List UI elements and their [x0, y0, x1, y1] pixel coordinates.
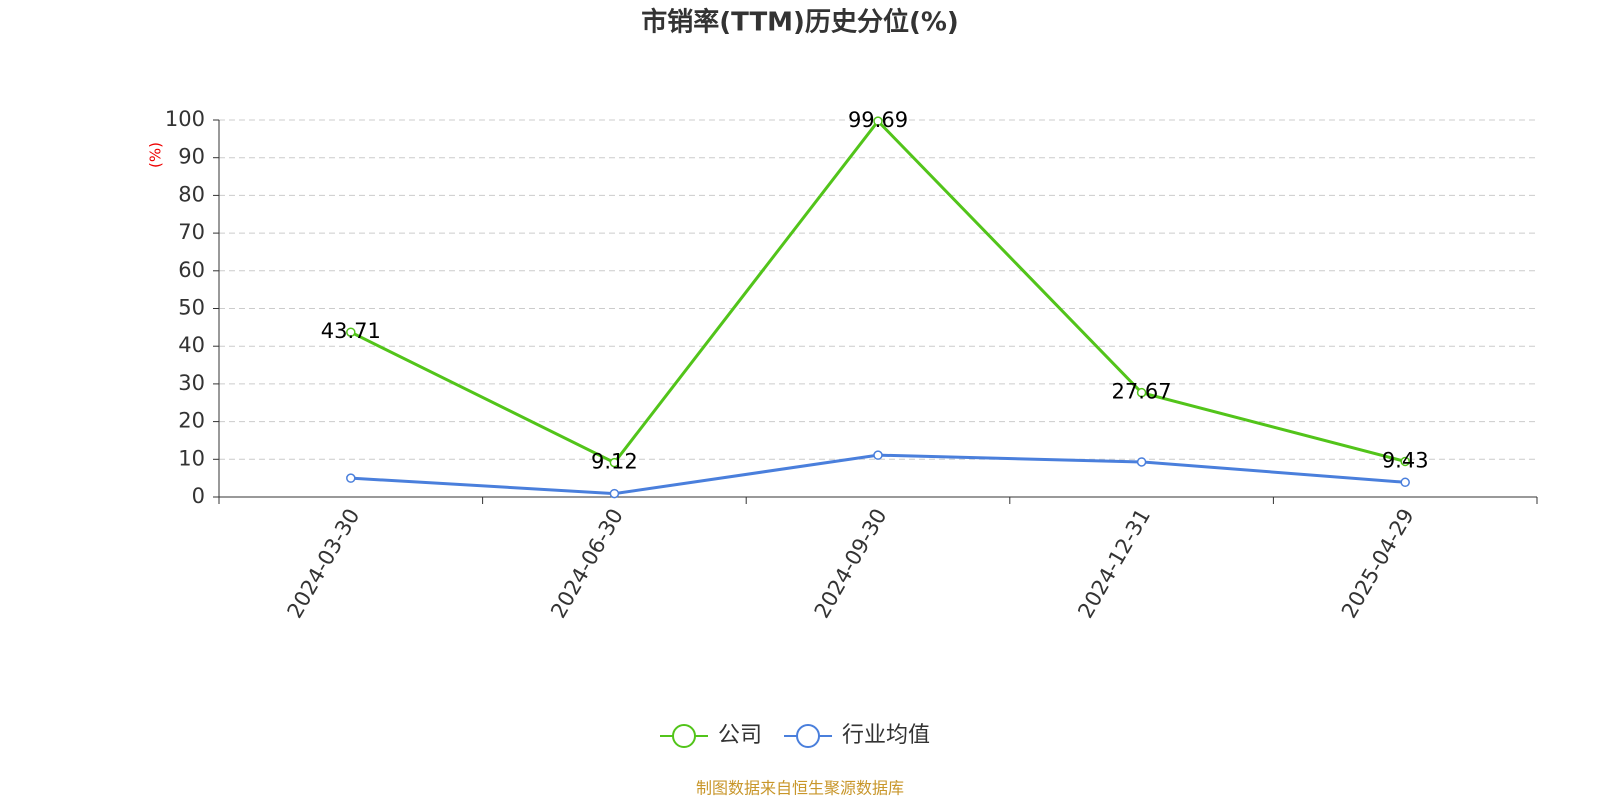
series-line [350, 453, 1406, 496]
data-point [346, 473, 356, 483]
x-tick-label: 2024-12-31 [1073, 505, 1155, 623]
data-point [1136, 457, 1147, 467]
data-label: 9.12 [591, 450, 638, 474]
series-line [350, 118, 1406, 465]
y-tick-label: 100 [165, 107, 205, 131]
x-tick-label: 2024-09-30 [810, 505, 892, 623]
data-label: 27.67 [1112, 380, 1172, 404]
data-point [873, 116, 883, 126]
data-point [1400, 477, 1410, 488]
legend-marker [672, 724, 696, 748]
x-tick-label: 2024-03-30 [283, 505, 365, 623]
data-label: 9.43 [1382, 448, 1429, 472]
data-point [609, 457, 620, 468]
data-point [609, 488, 620, 499]
legend-label: 公司 [718, 723, 762, 748]
x-tick-label: 2024-06-30 [546, 505, 628, 623]
y-tick-label: 90 [178, 145, 205, 169]
y-tick-label: 20 [178, 409, 205, 433]
data-point [1136, 387, 1147, 398]
y-tick-label: 10 [178, 446, 205, 470]
legend-label: 行业均值 [842, 723, 930, 748]
y-tick-label: 80 [178, 182, 205, 206]
data-label: 99.69 [848, 108, 908, 132]
chart-title: 市销率(TTM)历史分位(%) [641, 7, 959, 38]
data-point [346, 327, 356, 337]
y-axis-label: (%) [147, 142, 165, 168]
legend-marker [796, 724, 821, 748]
y-tick-label: 0 [192, 484, 205, 508]
y-tick-label: 30 [178, 371, 205, 395]
source-note: 制图数据来自恒生聚源数据库 [696, 779, 904, 798]
data-label: 43.71 [321, 319, 381, 343]
data-point [1400, 456, 1410, 467]
y-tick-label: 60 [178, 258, 205, 282]
y-tick-label: 70 [178, 220, 205, 244]
y-tick-label: 50 [178, 296, 205, 320]
data-point [873, 450, 883, 460]
y-tick-label: 40 [178, 333, 205, 357]
x-tick-label: 2025-04-29 [1337, 505, 1419, 623]
